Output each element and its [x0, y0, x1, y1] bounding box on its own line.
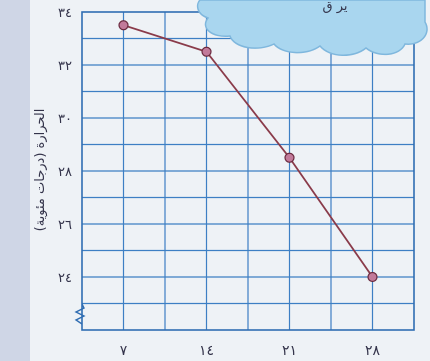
- y-tick-label: ٢٤: [58, 271, 72, 286]
- cloud-shape: [196, 0, 428, 56]
- x-tick-labels: ٧ ١٤ ٢١ ٢٨: [120, 343, 381, 359]
- y-tick-label: ٢٨: [58, 165, 72, 180]
- y-tick-label: ٢٦: [58, 218, 72, 233]
- series-line: [123, 24, 374, 278]
- x-tick-label: ٢١: [282, 343, 297, 359]
- data-point: [367, 271, 378, 283]
- axis-break-mark: [74, 303, 86, 325]
- y-tick-labels: ٢٤ ٢٦ ٢٨ ٣٠ ٣٢ ٣٤: [58, 6, 72, 286]
- cloud-caption: ير ق: [322, 0, 347, 14]
- grid-lines: [82, 12, 414, 330]
- data-point: [201, 46, 212, 57]
- x-tick-label: ٧: [120, 343, 128, 359]
- x-tick-label: ١٤: [199, 343, 214, 359]
- break-zigzag: [74, 303, 86, 325]
- y-tick-label: ٣٠: [58, 112, 72, 127]
- temperature-series: [118, 20, 378, 283]
- data-point: [118, 20, 129, 31]
- y-axis-title: الحرارة (درجات مئوية): [33, 109, 48, 232]
- data-point: [284, 152, 295, 163]
- y-tick-label: ٣٤: [58, 6, 72, 21]
- x-tick-label: ٢٨: [365, 343, 381, 359]
- cloud-decoration: ير ق: [196, 0, 428, 56]
- left-strip: [0, 0, 30, 361]
- y-tick-label: ٣٢: [58, 59, 72, 74]
